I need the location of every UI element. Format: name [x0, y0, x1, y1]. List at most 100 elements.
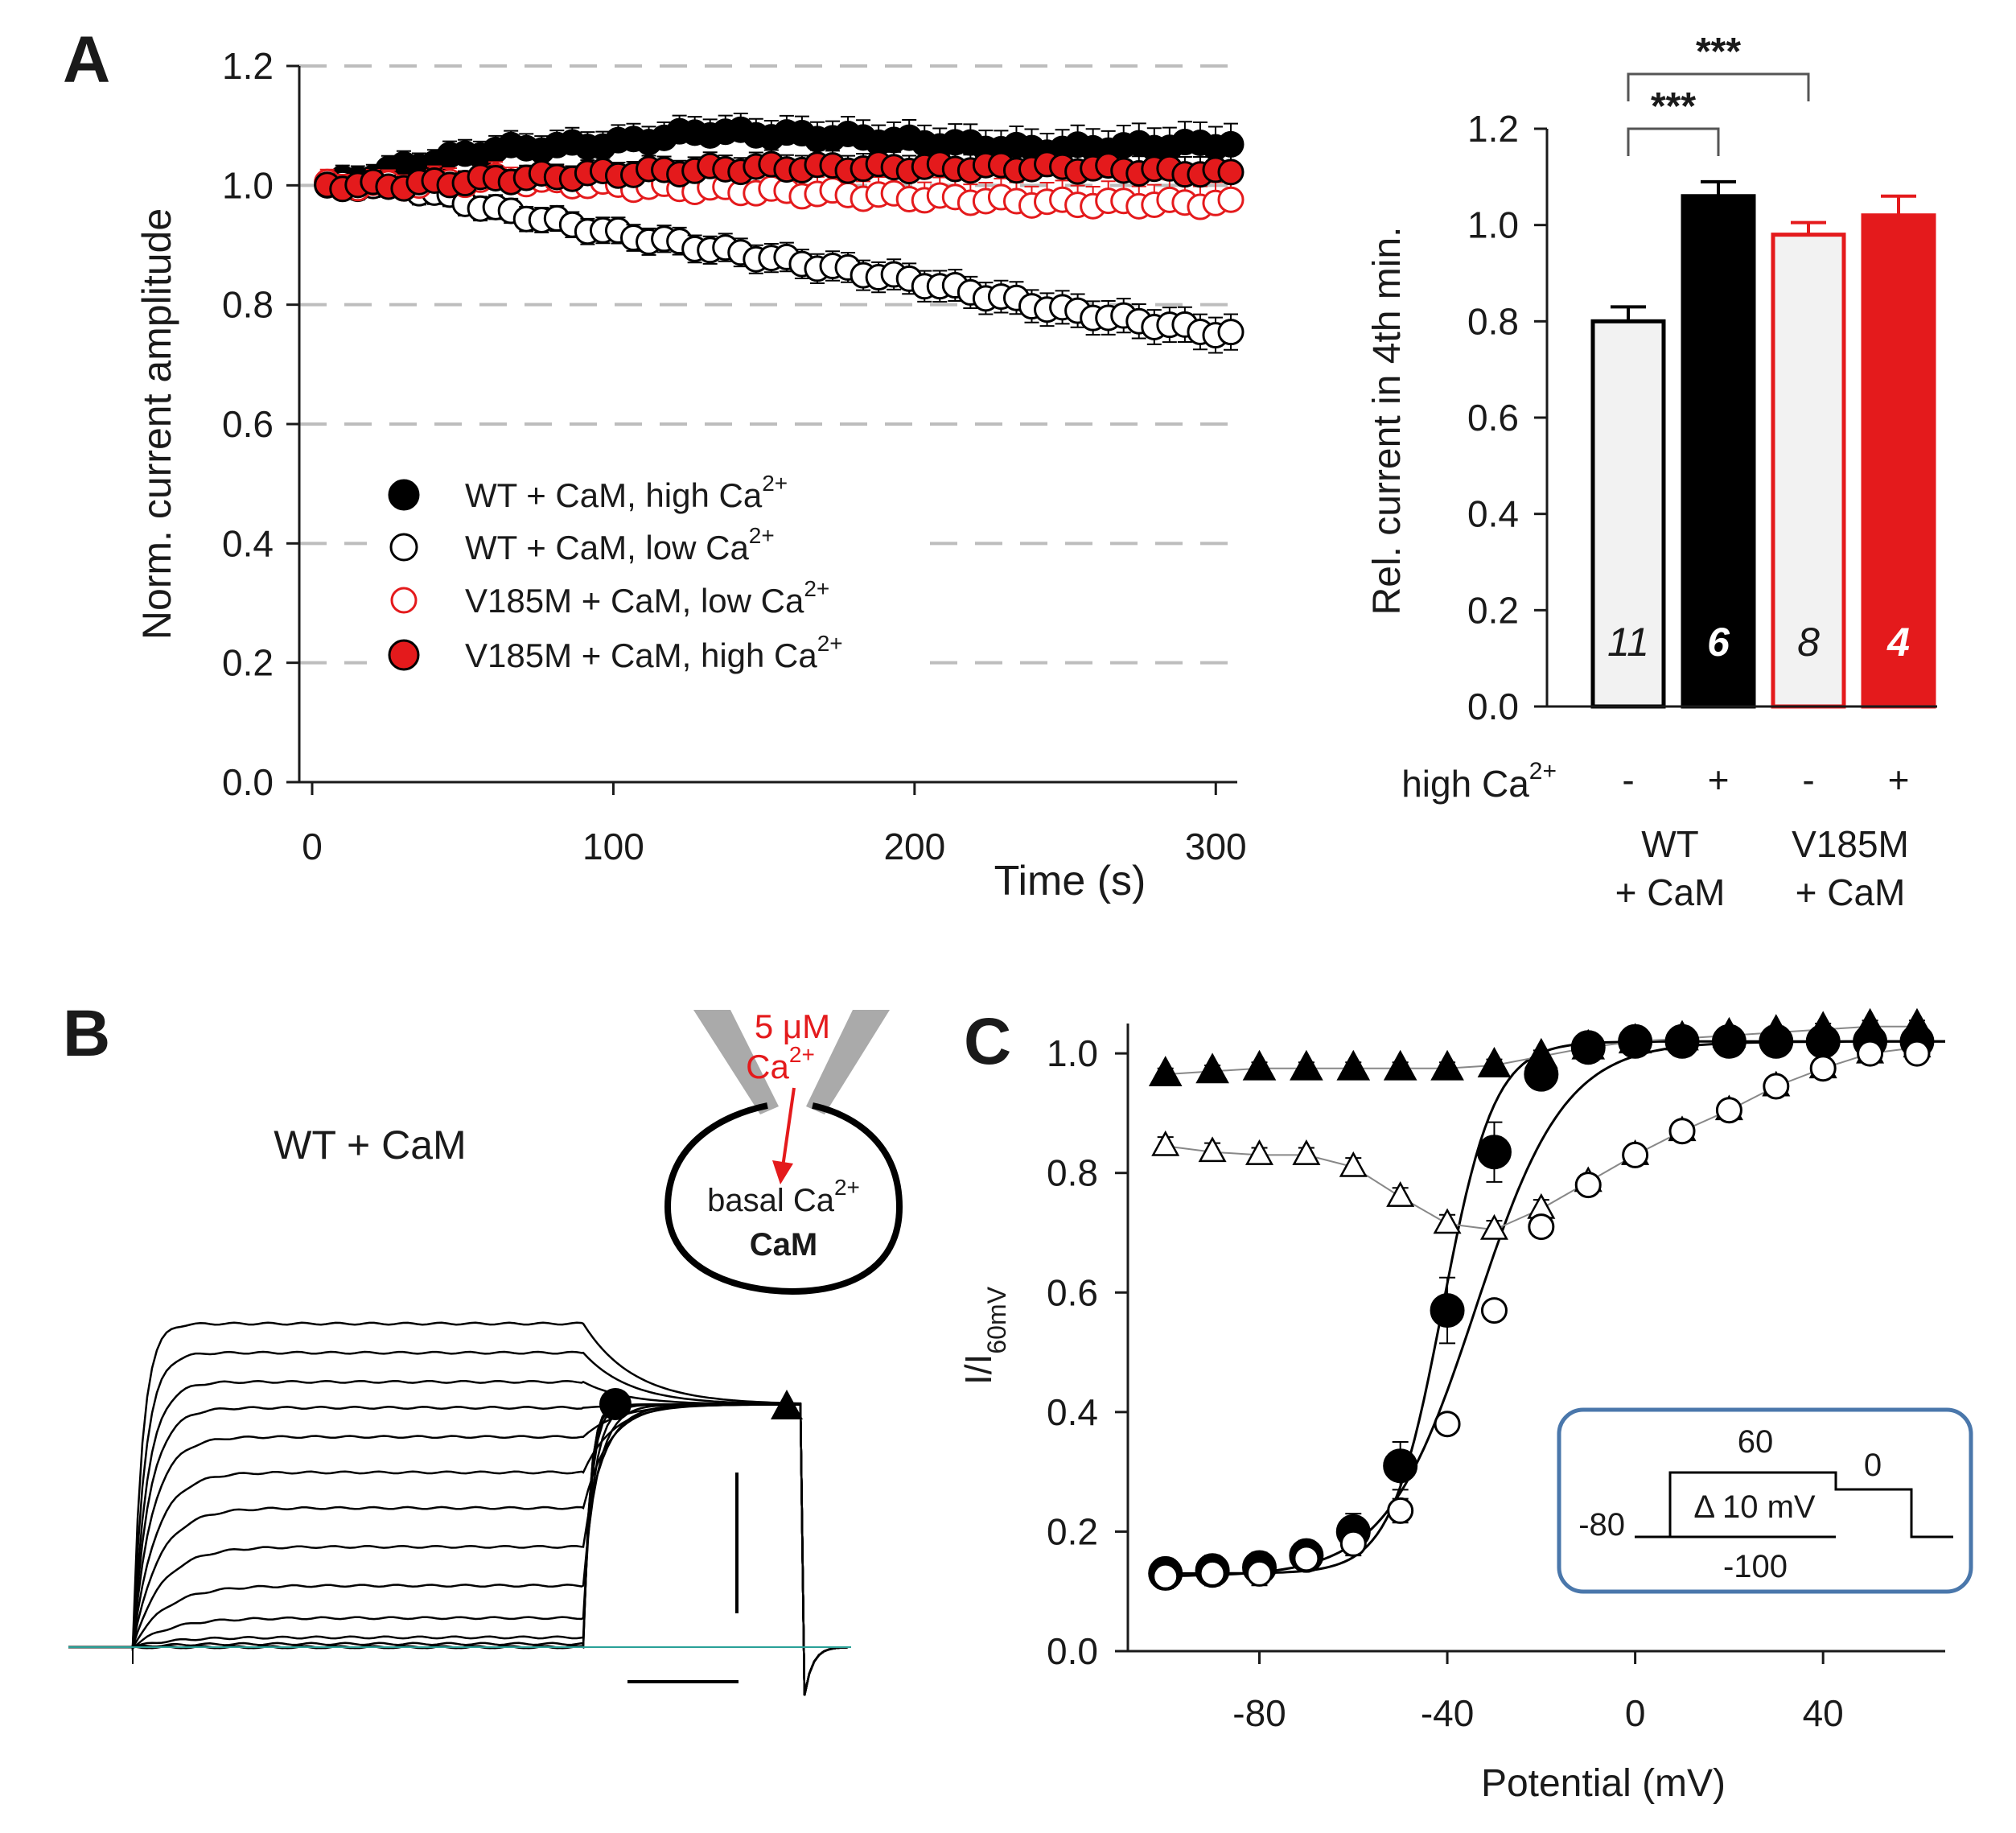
y-axis-title: Rel. current in 4th min. [1366, 227, 1409, 616]
condition-label-text: high Ca [1401, 763, 1529, 805]
data-point [1292, 1139, 1321, 1165]
y-tick-label: 0.6 [222, 403, 274, 445]
data-point [1336, 1049, 1371, 1081]
data-point [1477, 1047, 1512, 1077]
legend-label-wt-high: WT + CaM, high Ca2+ [465, 471, 788, 514]
data-point [1151, 1130, 1180, 1156]
x-tick-label: -40 [1421, 1692, 1474, 1734]
data-point [1217, 159, 1245, 186]
cell-outline [664, 1102, 903, 1295]
data-point [1198, 1136, 1227, 1163]
panel-letter-a: A [63, 23, 110, 97]
data-point [1433, 1208, 1462, 1234]
legend-marker-wt-high [388, 479, 420, 511]
legend-label-v185m-low: V185M + CaM, low Ca2+ [465, 576, 829, 620]
condition-sign: + [1888, 759, 1910, 801]
y-axis-title-sub: 60mV [982, 1286, 1011, 1353]
condition-label-sup: 2+ [1529, 758, 1557, 785]
x-axis-title: Time (s) [994, 858, 1146, 904]
legend-label-sup: 2+ [804, 576, 829, 601]
legend-marker-v185m-high [388, 639, 420, 671]
calcium-arrow-shaft [781, 1087, 796, 1168]
y-tick-label: 0.4 [1047, 1391, 1098, 1433]
y-tick-label: 1.0 [1467, 204, 1519, 246]
cell-label-calcium: basal Ca2+ [707, 1175, 860, 1218]
data-point [1574, 1172, 1602, 1199]
data-point [1711, 1024, 1747, 1059]
data-point [1809, 1055, 1837, 1082]
data-point [1664, 1024, 1700, 1059]
legend: WT + CaM, high Ca2+ WT + CaM, low Ca2+ V… [367, 471, 930, 684]
chart-c-inactivation: 0.0 0.2 0.4 0.6 0.8 1.0 -80 -40 0 40 I/I60mV Pot… [957, 1007, 1973, 1805]
legend-background [367, 475, 930, 684]
current-trace [68, 1403, 849, 1696]
bar-n-label: 4 [1886, 620, 1910, 665]
y-ticks: 0.0 0.2 0.4 0.6 0.8 1.0 1.2 [1467, 108, 1547, 727]
data-point [1339, 1151, 1368, 1177]
legend-label-v185m-high: V185M + CaM, high Ca2+ [465, 631, 843, 674]
data-point [1430, 1293, 1465, 1328]
current-trace [68, 1403, 849, 1696]
pipette-ion: Ca2+ [746, 1042, 815, 1085]
current-trace [68, 1350, 849, 1696]
cell-label-cam: CaM [750, 1227, 817, 1263]
data-point [1199, 1559, 1226, 1587]
y-tick-label: 0.4 [1467, 493, 1519, 535]
data-point [1339, 1530, 1367, 1557]
inset-box [1557, 1407, 1973, 1594]
current-traces [68, 1321, 849, 1696]
data-point [1903, 1040, 1931, 1067]
legend-marker-v185m-low [390, 587, 418, 614]
x-tick-label: -80 [1232, 1692, 1286, 1734]
cell-label-calcium-sup: 2+ [834, 1175, 860, 1200]
y-tick-label: 0.8 [1467, 300, 1519, 342]
y-ticks: 0.0 0.2 0.4 0.6 0.8 1.0 1.2 [222, 45, 299, 803]
data-point [1524, 1057, 1559, 1092]
current-trace [68, 1403, 849, 1696]
data-point [1668, 1118, 1696, 1145]
current-trace [68, 1403, 849, 1696]
protocol-waveform [1635, 1471, 1953, 1538]
y-ticks: 0.0 0.2 0.4 0.6 0.8 1.0 [1047, 1032, 1128, 1672]
current-trace [68, 1403, 849, 1696]
y-tick-label: 1.0 [1047, 1032, 1098, 1074]
data-point [1434, 1411, 1461, 1438]
cell-label-calcium-text: basal Ca [707, 1183, 835, 1218]
bar [1861, 213, 1936, 709]
significance-stars: *** [1651, 85, 1696, 128]
y-tick-label: 0.6 [1047, 1271, 1098, 1313]
current-trace [68, 1321, 849, 1696]
condition-sign: + [1708, 759, 1730, 801]
data-point [1293, 1545, 1320, 1572]
data-point [1217, 186, 1245, 213]
x-tick-label: 0 [302, 826, 323, 867]
y-axis-title-main: I/I [957, 1354, 999, 1385]
data-point [1618, 1024, 1653, 1059]
y-tick-label: 0.0 [1467, 686, 1519, 727]
data-point [1195, 1052, 1229, 1084]
x-ticks: -80 -40 0 40 [1232, 1651, 1844, 1734]
x-tick-label: 200 [883, 826, 945, 867]
pipette-right-wall [806, 1010, 890, 1114]
tail-marker-triangle [771, 1390, 803, 1419]
current-trace [68, 1379, 849, 1696]
y-tick-label: 1.2 [222, 45, 274, 87]
protocol-tail-label: 0 [1864, 1448, 1882, 1483]
current-trace [68, 1403, 849, 1696]
data-point [1152, 1563, 1179, 1590]
pipette-ion-sup: 2+ [789, 1042, 815, 1067]
data-point [1857, 1040, 1884, 1067]
condition-signs: - + - + [1622, 759, 1909, 801]
legend-marker-wt-low [389, 533, 418, 562]
group-label-v185m-line2: + CaM [1796, 871, 1906, 913]
panel-letter-c: C [964, 1005, 1011, 1078]
chart-a-time-course: 0.0 0.2 0.4 0.6 0.8 1.0 1.2 0 100 200 300 Norm. c… [134, 45, 1247, 904]
legend-label-sup: 2+ [749, 523, 775, 548]
y-tick-label: 0.2 [222, 642, 274, 684]
x-axis-title: Potential (mV) [1481, 1762, 1726, 1805]
protocol-inset: -80 60 Δ 10 mV 0 -100 [1557, 1407, 1973, 1594]
y-tick-label: 0.2 [1467, 589, 1519, 631]
y-tick-label: 1.0 [222, 164, 274, 206]
condition-sign: - [1802, 759, 1814, 801]
